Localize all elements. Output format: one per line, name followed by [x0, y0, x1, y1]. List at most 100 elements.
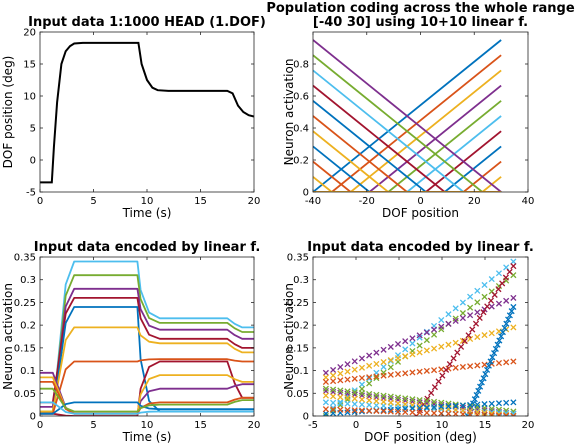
y-tick-label: 0.2	[293, 321, 309, 332]
y-tick-label: 0.05	[14, 389, 36, 400]
x-marker	[452, 339, 459, 346]
x-marker	[394, 371, 402, 378]
y-tick-label: 0	[303, 412, 309, 423]
y-tick-label: 0.2	[293, 156, 309, 167]
x-marker	[445, 403, 452, 410]
x-marker	[402, 346, 409, 353]
x-tick-label: 5	[396, 420, 402, 431]
x-marker	[481, 401, 488, 408]
x-marker	[474, 401, 481, 408]
x-marker	[495, 270, 503, 277]
x-marker	[431, 398, 438, 405]
x-axis-label: DOF position	[382, 206, 459, 220]
x-marker	[477, 383, 484, 390]
x-marker	[506, 268, 513, 275]
x-marker	[467, 312, 474, 319]
x-marker	[416, 368, 423, 375]
x-marker	[469, 326, 476, 333]
x-marker	[366, 401, 373, 409]
x-marker	[503, 264, 510, 271]
series-line	[40, 360, 254, 416]
x-marker	[366, 407, 373, 414]
y-tick-label: 0.3	[20, 275, 36, 286]
x-axis-label: DOF position (deg)	[364, 430, 477, 444]
x-marker	[387, 357, 394, 365]
y-tick-label: -5	[26, 188, 36, 199]
x-marker	[387, 408, 394, 415]
x-tick-label: 10	[141, 196, 154, 207]
x-marker	[431, 331, 438, 338]
x-marker	[431, 345, 438, 352]
x-marker	[467, 293, 474, 300]
x-marker	[322, 385, 329, 392]
x-marker	[454, 349, 461, 356]
x-marker	[394, 406, 402, 413]
x-marker	[402, 395, 409, 402]
x-marker	[416, 404, 423, 412]
y-tick-label: 0.2	[20, 321, 36, 332]
x-marker	[503, 410, 510, 416]
plot-content	[322, 258, 517, 416]
x-marker	[438, 410, 445, 416]
series-line	[40, 401, 254, 415]
x-marker	[402, 338, 409, 345]
x-marker	[474, 287, 481, 294]
x-tick-label: -40	[305, 196, 321, 207]
x-marker	[337, 377, 344, 384]
y-tick-label: 15	[23, 60, 36, 71]
x-marker	[394, 340, 402, 348]
x-marker	[484, 303, 491, 310]
x-marker	[461, 337, 468, 345]
x-marker	[387, 357, 394, 364]
x-marker	[510, 408, 517, 415]
decreasing-line	[313, 84, 446, 192]
subplot-3: 0 5 10 15 20 0 0.05 0.1 0.15 0.2 0.25 0.3 0.35 Time (…	[1, 240, 260, 444]
series-markers	[322, 358, 517, 385]
x-marker	[452, 305, 459, 312]
y-tick-label: 0	[303, 188, 309, 199]
series-markers	[322, 406, 517, 416]
x-marker	[416, 332, 423, 339]
x-marker	[330, 378, 337, 385]
x-marker	[443, 366, 450, 373]
x-marker	[481, 409, 488, 416]
x-marker	[445, 341, 452, 348]
x-marker	[452, 401, 459, 408]
x-marker	[409, 369, 416, 376]
x-tick-label: 0	[37, 196, 43, 207]
x-marker	[481, 411, 488, 416]
x-marker	[459, 337, 466, 344]
x-marker	[475, 387, 482, 394]
x-marker	[423, 409, 430, 416]
chart-title: Population coding across the whole range	[266, 1, 574, 16]
x-marker	[344, 376, 351, 383]
chart-subtitle: [-40 30] using 10+10 linear f.	[313, 15, 528, 30]
x-marker	[337, 364, 344, 371]
x-marker	[431, 367, 438, 374]
series-line	[40, 371, 254, 415]
x-marker	[471, 396, 478, 403]
x-marker	[459, 310, 466, 317]
x-marker	[330, 386, 337, 393]
x-marker	[380, 346, 387, 353]
x-marker	[467, 335, 474, 343]
x-marker	[322, 406, 329, 413]
y-tick-label: 20	[23, 28, 36, 39]
decreasing-line	[313, 115, 408, 192]
x-marker	[506, 312, 513, 319]
x-marker	[435, 378, 442, 385]
x-marker	[380, 407, 387, 414]
x-marker	[387, 399, 394, 406]
x-marker	[402, 370, 409, 377]
y-tick-label: 0	[30, 412, 36, 423]
chart-title: Input data encoded by linear f.	[307, 240, 534, 255]
x-marker	[459, 402, 466, 409]
chart-title: Input data 1:1000 HEAD (1.DOF)	[28, 15, 266, 30]
x-marker	[474, 362, 481, 369]
y-tick-label: 5	[30, 124, 36, 135]
x-marker	[467, 363, 474, 370]
x-marker	[366, 375, 373, 382]
x-marker	[380, 392, 387, 399]
x-marker	[373, 360, 380, 367]
